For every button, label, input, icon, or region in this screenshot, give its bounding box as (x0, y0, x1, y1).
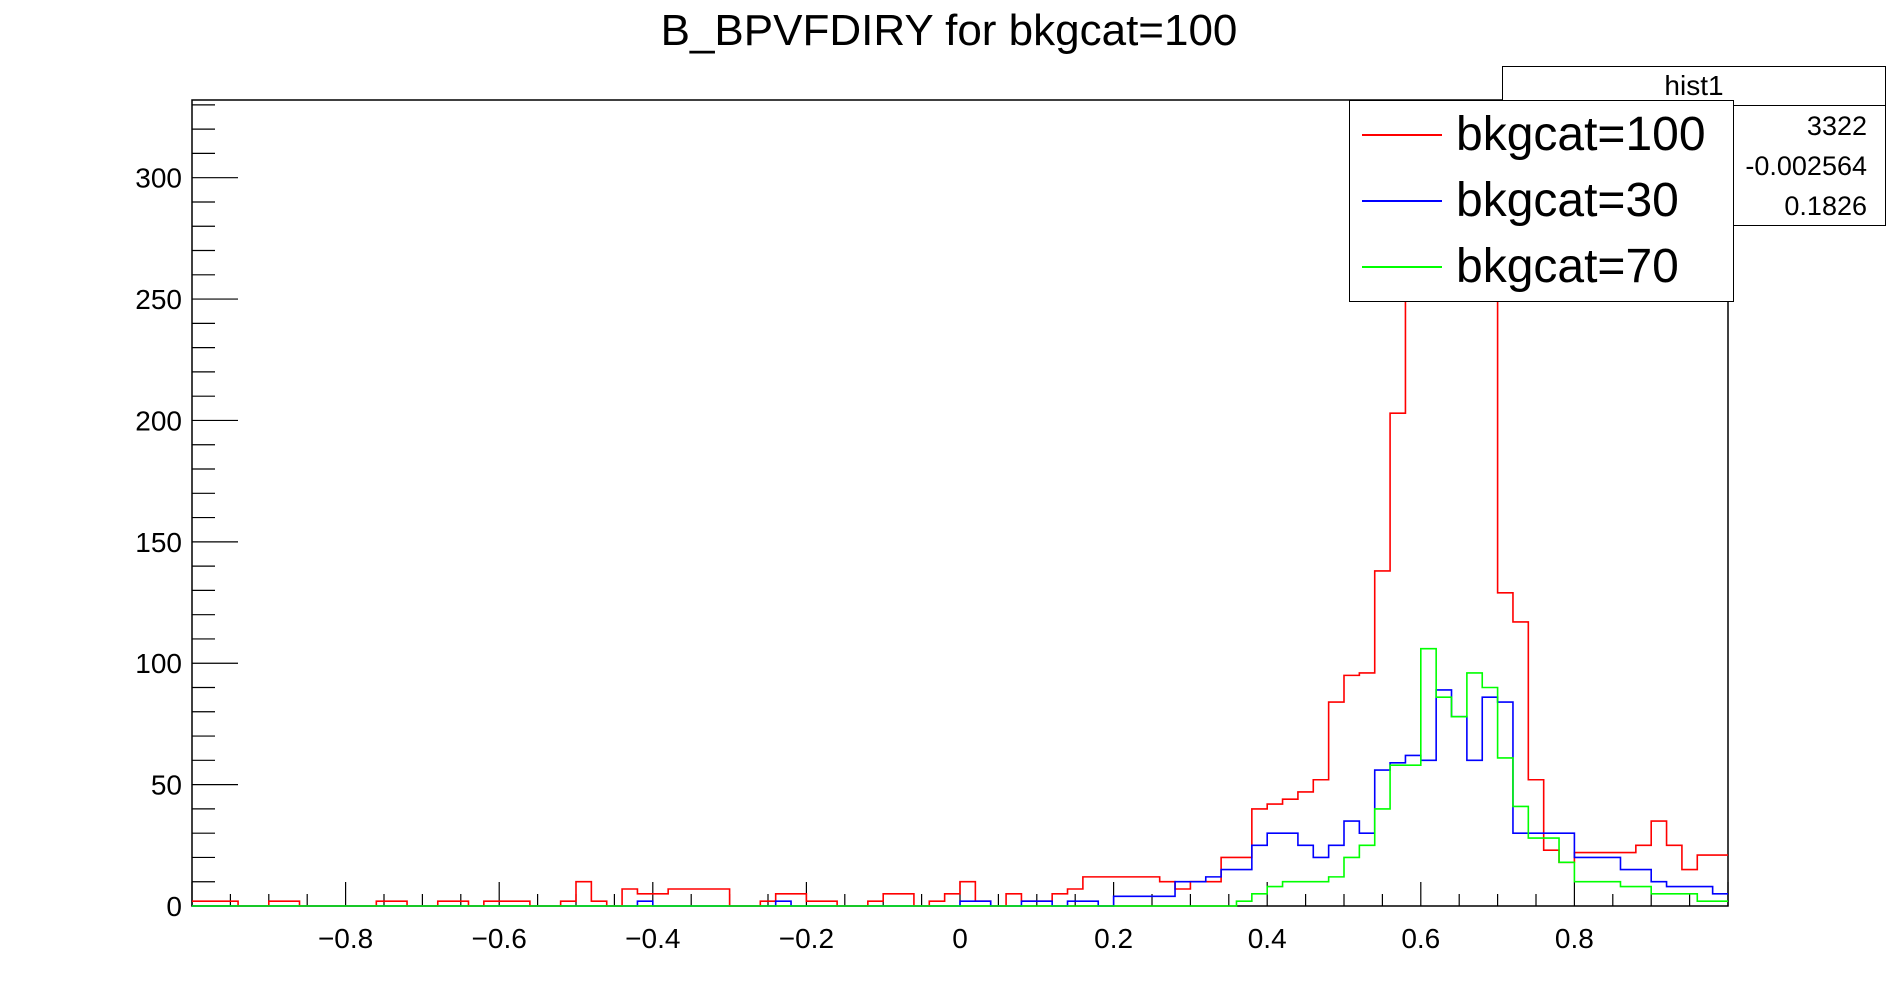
stats-std-dev: 0.1826 (1784, 191, 1867, 221)
histogram-series-line (192, 647, 1728, 907)
x-tick-label: −0.4 (625, 923, 680, 954)
stats-entries: 3322 (1806, 111, 1867, 141)
y-tick-label: 50 (151, 770, 182, 801)
y-tick-label: 0 (166, 891, 182, 922)
stats-mean: -0.002564 (1745, 151, 1867, 181)
legend-label: bkgcat=100 (1456, 108, 1706, 161)
legend-swatch-red (1362, 134, 1442, 136)
legend-item-bkgcat-30: bkgcat=30 (1362, 169, 1732, 233)
y-tick-label: 200 (135, 405, 182, 436)
legend-item-bkgcat-70: bkgcat=70 (1362, 235, 1732, 299)
x-tick-label: 0 (952, 923, 968, 954)
legend-swatch-blue (1362, 200, 1442, 202)
x-tick-label: 0.2 (1094, 923, 1133, 954)
legend-item-bkgcat-100: bkgcat=100 (1362, 103, 1732, 167)
legend-swatch-green (1362, 266, 1442, 268)
y-tick-label: 300 (135, 163, 182, 194)
x-tick-label: 0.8 (1555, 923, 1594, 954)
x-tick-label: −0.8 (318, 923, 373, 954)
y-tick-label: 150 (135, 527, 182, 558)
y-tick-label: 100 (135, 648, 182, 679)
x-tick-label: −0.6 (472, 923, 527, 954)
legend-label: bkgcat=70 (1456, 240, 1679, 293)
y-tick-label: 250 (135, 284, 182, 315)
legend: bkgcat=100 bkgcat=30 bkgcat=70 (1349, 100, 1734, 302)
tick-labels: 0 50 100 150 200 250 300 −0.8 −0.6 −0.4 −0.2 0 0.2 0.… (135, 163, 1594, 954)
legend-label: bkgcat=30 (1456, 174, 1679, 227)
x-tick-label: 0.6 (1401, 923, 1440, 954)
x-tick-label: −0.2 (779, 923, 834, 954)
x-tick-label: 0.4 (1248, 923, 1287, 954)
chart-title: B_BPVFDIRY for bkgcat=100 (660, 6, 1238, 55)
